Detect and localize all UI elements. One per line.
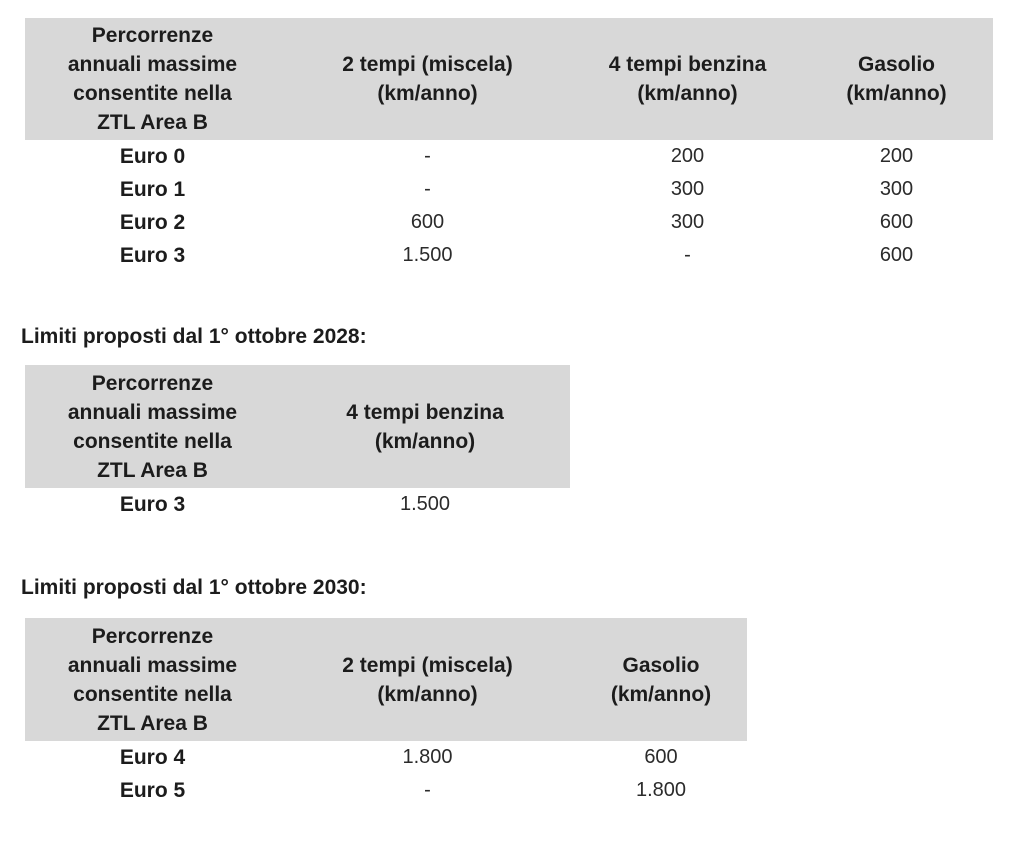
cell-euro3-2028-4tempi: 1.500 (399, 493, 451, 515)
header-line: (km/anno) (374, 429, 476, 453)
header-line: ZTL Area B (97, 111, 208, 134)
row-label-euro2: Euro 2 (119, 210, 186, 234)
header-line: Gasolio (857, 53, 936, 76)
section-heading-2028: Limiti proposti dal 1° ottobre 2028: (21, 325, 367, 348)
table-limits-2028: Percorrenze annuali massime consentite n… (25, 365, 570, 521)
cell-euro5-2tempi: - (424, 779, 431, 801)
header-line: (km/anno) (610, 682, 712, 706)
table-current-limits: Percorrenze annuali massime consentite n… (25, 18, 993, 272)
cell-euro0-4tempi: 200 (670, 145, 705, 167)
header-line: consentite nella (73, 429, 232, 453)
table3-header-row-label: Percorrenze annuali massime consentite n… (25, 618, 280, 741)
table1-header-gasolio: Gasolio (km/anno) (800, 18, 993, 140)
cell-euro3-gasolio: 600 (879, 244, 914, 266)
table2-header-row-label: Percorrenze annuali massime consentite n… (25, 365, 280, 488)
cell-euro1-4tempi: 300 (670, 178, 705, 200)
header-line: Percorrenze (91, 371, 214, 395)
table1-header-4tempi: 4 tempi benzina (km/anno) (575, 18, 800, 140)
header-line: (km/anno) (377, 82, 478, 105)
header-line: Percorrenze (91, 624, 214, 648)
header-line: (km/anno) (846, 82, 947, 105)
header-line: 2 tempi (miscela) (342, 53, 513, 76)
row-label-euro3: Euro 3 (119, 243, 186, 267)
header-line: ZTL Area B (97, 458, 208, 482)
cell-euro2-gasolio: 600 (879, 211, 914, 233)
row-label-euro3-2028: Euro 3 (119, 492, 186, 516)
header-line: 2 tempi (miscela) (342, 653, 513, 677)
cell-euro0-gasolio: 200 (879, 145, 914, 167)
cell-euro1-gasolio: 300 (879, 178, 914, 200)
header-line: 4 tempi benzina (346, 400, 504, 424)
row-label-euro4: Euro 4 (119, 745, 186, 769)
cell-euro5-gasolio: 1.800 (635, 779, 687, 801)
section-heading-2030: Limiti proposti dal 1° ottobre 2030: (21, 576, 367, 599)
header-line: Gasolio (622, 653, 700, 677)
header-line: Percorrenze (91, 24, 214, 47)
cell-euro4-2tempi: 1.800 (402, 746, 453, 768)
row-label-euro5: Euro 5 (119, 778, 186, 802)
header-line: (km/anno) (377, 682, 478, 706)
header-line: annuali massime (67, 653, 238, 677)
header-line: annuali massime (67, 400, 238, 424)
cell-euro2-4tempi: 300 (670, 211, 705, 233)
row-label-euro0: Euro 0 (119, 144, 186, 168)
cell-euro1-2tempi: - (424, 178, 431, 200)
header-line: (km/anno) (637, 82, 738, 105)
header-line: ZTL Area B (97, 711, 208, 735)
table-limits-2030: Percorrenze annuali massime consentite n… (25, 618, 747, 807)
table3-header-gasolio: Gasolio (km/anno) (575, 618, 747, 741)
header-line: annuali massime (67, 53, 238, 76)
cell-euro2-2tempi: 600 (410, 211, 445, 233)
table1-header-2tempi: 2 tempi (miscela) (km/anno) (280, 18, 575, 140)
cell-euro0-2tempi: - (424, 145, 431, 167)
table2-header-4tempi: 4 tempi benzina (km/anno) (280, 365, 570, 488)
cell-euro3-2tempi: 1.500 (402, 244, 453, 266)
header-line: 4 tempi benzina (608, 53, 767, 76)
header-line: consentite nella (73, 682, 232, 706)
table3-header-2tempi: 2 tempi (miscela) (km/anno) (280, 618, 575, 741)
table1-header-row-label: Percorrenze annuali massime consentite n… (25, 18, 280, 140)
header-line: consentite nella (73, 82, 232, 105)
cell-euro4-gasolio: 600 (644, 746, 678, 768)
row-label-euro1: Euro 1 (119, 177, 186, 201)
cell-euro3-4tempi: - (684, 244, 691, 266)
